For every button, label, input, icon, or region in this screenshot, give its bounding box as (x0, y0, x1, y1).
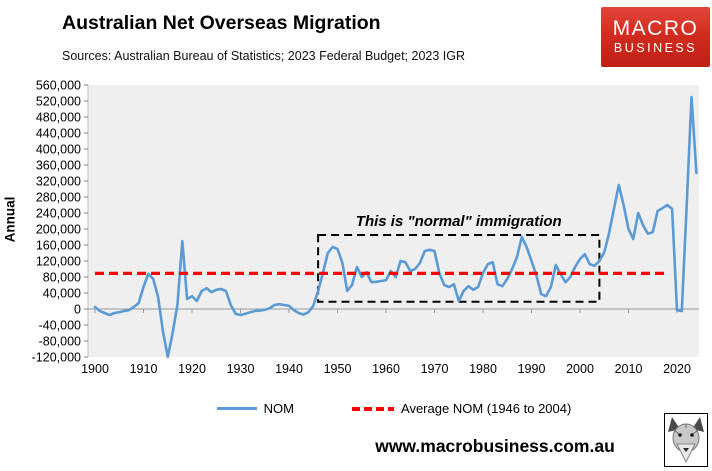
y-axis-title: Annual (2, 196, 18, 243)
y-tick-label: 440,000 (36, 127, 81, 141)
normal-immigration-annotation: This is "normal" immigration (356, 213, 562, 230)
y-tick-label: 480,000 (36, 111, 81, 125)
y-tick-label: 200,000 (36, 223, 81, 237)
nom-line-swatch (216, 407, 257, 410)
x-tick-label: 1910 (130, 362, 158, 376)
y-tick-label: 40,000 (43, 287, 81, 301)
x-tick-label: 2020 (663, 362, 691, 376)
y-tick-label: -120,000 (32, 351, 81, 365)
legend-item-average: Average NOM (1946 to 2004) (352, 401, 571, 416)
y-tick-label: -40,000 (39, 319, 81, 333)
x-tick-label: 2010 (615, 362, 643, 376)
chart-legend: NOM Average NOM (1946 to 2004) (88, 401, 700, 416)
y-tick-label: 240,000 (36, 207, 81, 221)
legend-item-nom: NOM (216, 401, 295, 416)
y-tick-label: 320,000 (36, 175, 81, 189)
x-tick-label: 1990 (518, 362, 546, 376)
y-tick-label: -80,000 (39, 335, 81, 349)
x-tick-label: 1920 (178, 362, 206, 376)
x-tick-label: 1980 (469, 362, 497, 376)
y-tick-label: 0 (74, 303, 81, 317)
y-tick-label: 160,000 (36, 239, 81, 253)
macrobusiness-logo-line1: MACRO (612, 17, 699, 41)
y-tick-label: 520,000 (36, 95, 81, 109)
website-url: www.macrobusiness.com.au (375, 436, 615, 456)
x-tick-label: 1960 (372, 362, 400, 376)
x-tick-label: 1900 (81, 362, 109, 376)
legend-label-average: Average NOM (1946 to 2004) (401, 401, 572, 416)
x-tick-label: 1930 (227, 362, 255, 376)
wolf-icon (668, 417, 704, 464)
legend-label-nom: NOM (263, 401, 295, 416)
x-tick-label: 1940 (275, 362, 303, 376)
y-tick-label: 400,000 (36, 143, 81, 157)
x-tick-label: 1970 (421, 362, 449, 376)
macrobusiness-logo: MACRO BUSINESS (601, 7, 710, 67)
plot-background (88, 85, 699, 357)
macrobusiness-logo-line2: BUSINESS (613, 41, 698, 56)
chart-title: Australian Net Overseas Migration (62, 12, 381, 34)
wolf-logo (664, 413, 708, 467)
chart-subtitle: Sources: Australian Bureau of Statistics… (62, 49, 466, 63)
y-tick-label: 280,000 (36, 191, 81, 205)
y-tick-label: 560,000 (36, 79, 81, 93)
x-tick-label: 1950 (324, 362, 352, 376)
average-line-swatch (352, 406, 395, 411)
x-tick-label: 2000 (566, 362, 594, 376)
nom-line (93, 95, 698, 359)
y-tick-label: 360,000 (36, 159, 81, 173)
y-tick-label: 120,000 (36, 255, 81, 269)
y-tick-label: 80,000 (43, 271, 81, 285)
